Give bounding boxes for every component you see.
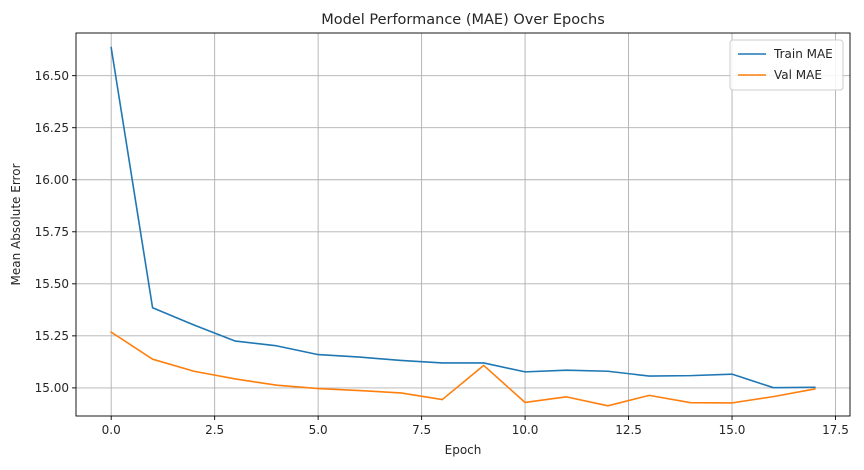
legend-label-val-mae: Val MAE [774, 68, 822, 82]
chart-title: Model Performance (MAE) Over Epochs [321, 12, 605, 28]
x-tick-label: 10.0 [512, 423, 539, 437]
x-tick-label: 12.5 [615, 423, 642, 437]
grid-lines [76, 33, 850, 416]
plot-frame [75, 32, 851, 417]
legend-box [729, 39, 844, 91]
y-tick-label: 16.25 [35, 121, 69, 135]
y-tick-label: 16.50 [35, 69, 69, 83]
y-tick-label: 16.00 [35, 173, 69, 187]
y-tick-label: 15.25 [35, 329, 69, 343]
series-line-val-mae [110, 331, 816, 407]
x-tick-label: 0.0 [102, 423, 121, 437]
y-axis-label: Mean Absolute Error [9, 163, 23, 285]
x-tick-label: 2.5 [205, 423, 224, 437]
y-tick-label: 15.50 [35, 277, 69, 291]
x-tick-label: 15.0 [719, 423, 746, 437]
axis-ticks: 0.0 2.5 5.0 7.5 10.0 12.5 15.0 17.5 15.00 15.25 15… [35, 69, 849, 437]
series-lines [110, 46, 816, 407]
legend-label-train-mae: Train MAE [773, 47, 833, 61]
x-axis-label: Epoch [445, 443, 482, 457]
series-line-train-mae [110, 46, 816, 389]
legend: Train MAE Val MAE [729, 39, 844, 91]
x-tick-label: 7.5 [412, 423, 431, 437]
x-tick-label: 5.0 [309, 423, 328, 437]
y-tick-label: 15.00 [35, 381, 69, 395]
x-tick-label: 17.5 [822, 423, 849, 437]
y-tick-label: 15.75 [35, 225, 69, 239]
